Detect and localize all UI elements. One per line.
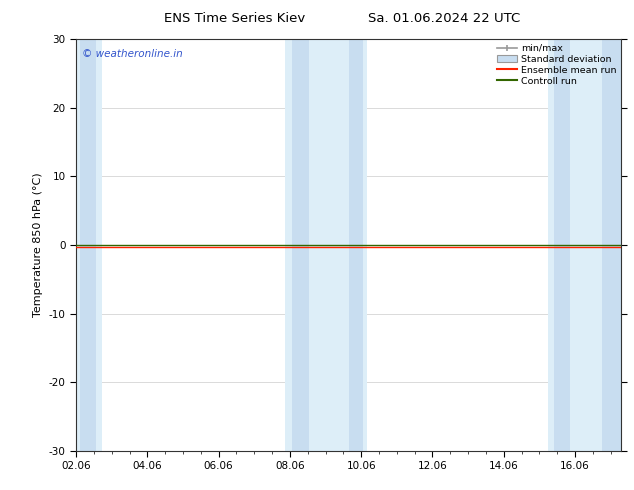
Y-axis label: Temperature 850 hPa (°C): Temperature 850 hPa (°C) — [33, 172, 43, 318]
Text: ENS Time Series Kiev: ENS Time Series Kiev — [164, 12, 305, 25]
Bar — [285, 39, 366, 451]
Text: © weatheronline.in: © weatheronline.in — [82, 49, 183, 59]
Bar — [292, 39, 309, 451]
Bar — [548, 39, 621, 451]
Bar — [76, 39, 101, 451]
Bar — [553, 39, 569, 451]
Bar — [349, 39, 363, 451]
Legend: min/max, Standard deviation, Ensemble mean run, Controll run: min/max, Standard deviation, Ensemble me… — [495, 42, 619, 88]
Bar — [81, 39, 96, 451]
Bar — [602, 39, 621, 451]
Text: Sa. 01.06.2024 22 UTC: Sa. 01.06.2024 22 UTC — [368, 12, 520, 25]
